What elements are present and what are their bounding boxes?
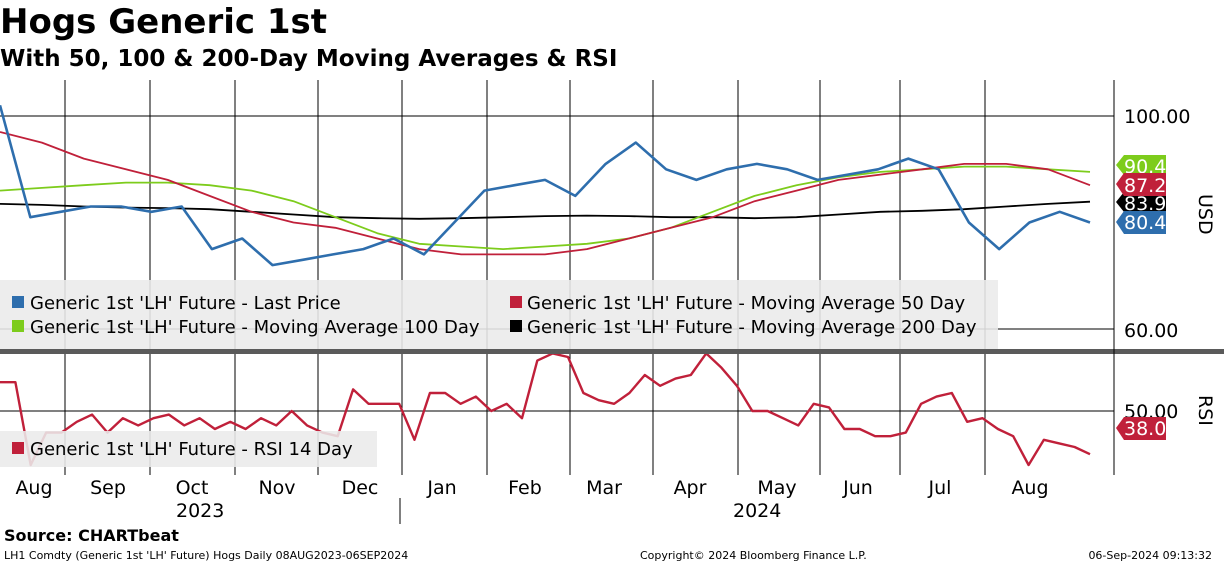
price-legend-box: [0, 280, 998, 350]
series-line-last-price: [0, 104, 1091, 267]
x-tick-label: Nov: [258, 477, 295, 499]
chart-subtitle: With 50, 100 & 200-Day Moving Averages &…: [0, 46, 618, 72]
year-label-2024: 2024: [733, 500, 781, 522]
tag-rsi: 38.08: [1116, 417, 1178, 440]
footer-copyright: Copyright© 2024 Bloomberg Finance L.P.: [640, 549, 867, 562]
tag-ma100: 90.44: [1116, 155, 1178, 178]
x-tick-label: Dec: [342, 477, 379, 499]
legend-label-last-price: Generic 1st 'LH' Future - Last Price: [30, 293, 341, 314]
series-line-rsi: [0, 352, 1091, 467]
x-tick-label: Aug: [1011, 477, 1048, 499]
rsi-axis-label: RSI: [1194, 395, 1216, 426]
series-layer: [0, 104, 1091, 467]
x-tick-label: Apr: [674, 477, 707, 499]
tag-ma200-value: 83.91: [1124, 193, 1178, 215]
x-tick-label: Jun: [842, 477, 873, 499]
tag-ma50-value: 87.23: [1124, 175, 1178, 197]
x-tick-label: May: [757, 477, 796, 499]
vertical-gridlines: [64, 80, 986, 475]
price-tick-60: 60.00: [1124, 320, 1178, 342]
legend-swatch-ma200: [510, 320, 522, 332]
x-tick-label: Feb: [508, 477, 542, 499]
legend-label-ma100: Generic 1st 'LH' Future - Moving Average…: [30, 317, 480, 338]
legend-swatch-rsi: [12, 442, 24, 454]
legend-item-rsi: Generic 1st 'LH' Future - RSI 14 Day: [12, 439, 353, 460]
tag-last-price: 80.48: [1116, 211, 1178, 234]
legend-label-ma200: Generic 1st 'LH' Future - Moving Average…: [527, 317, 977, 338]
tag-ma50: 87.23: [1116, 173, 1178, 197]
footer-timestamp: 06-Sep-2024 09:13:32: [1088, 549, 1212, 562]
x-tick-label: Aug: [15, 477, 52, 499]
x-tick-label: Oct: [176, 477, 209, 499]
panel-divider[interactable]: [0, 349, 1224, 354]
footer-ticker: LH1 Comdty (Generic 1st 'LH' Future) Hog…: [4, 549, 409, 562]
legend-item-last-price: Generic 1st 'LH' Future - Last Price: [12, 293, 341, 314]
year-label-2023: 2023: [176, 500, 224, 522]
legend-label-rsi: Generic 1st 'LH' Future - RSI 14 Day: [30, 439, 353, 460]
chart-title: Hogs Generic 1st: [0, 2, 328, 42]
legend-item-ma50: Generic 1st 'LH' Future - Moving Average…: [510, 293, 965, 314]
x-tick-label: Sep: [90, 477, 126, 499]
tag-last-price-value: 80.48: [1124, 212, 1178, 234]
legend-swatch-last-price: [12, 296, 24, 308]
legend-swatch-ma50: [510, 296, 522, 308]
x-tick-label: Mar: [586, 477, 622, 499]
legend-swatch-ma100: [12, 320, 24, 332]
price-tick-100: 100.00: [1124, 106, 1190, 128]
tag-ma100-value: 90.44: [1124, 156, 1178, 178]
legend-item-ma200: Generic 1st 'LH' Future - Moving Average…: [510, 317, 977, 338]
x-axis-labels: Aug Sep Oct Nov Dec Jan Feb Mar Apr May Jun Jul Aug: [15, 477, 1048, 499]
legend-item-ma100: Generic 1st 'LH' Future - Moving Average…: [12, 317, 480, 338]
tag-rsi-value: 38.08: [1124, 418, 1178, 440]
x-tick-label: Jan: [426, 477, 456, 499]
tag-ma200: 83.91: [1116, 192, 1178, 215]
series-line-ma50: [0, 131, 1091, 256]
source-note: Source: CHARTbeat: [4, 526, 179, 545]
x-tick-label: Jul: [928, 477, 952, 499]
rsi-legend-box: [0, 431, 377, 467]
legend-label-ma50: Generic 1st 'LH' Future - Moving Average…: [527, 293, 965, 314]
price-axis-label: USD: [1194, 194, 1216, 235]
